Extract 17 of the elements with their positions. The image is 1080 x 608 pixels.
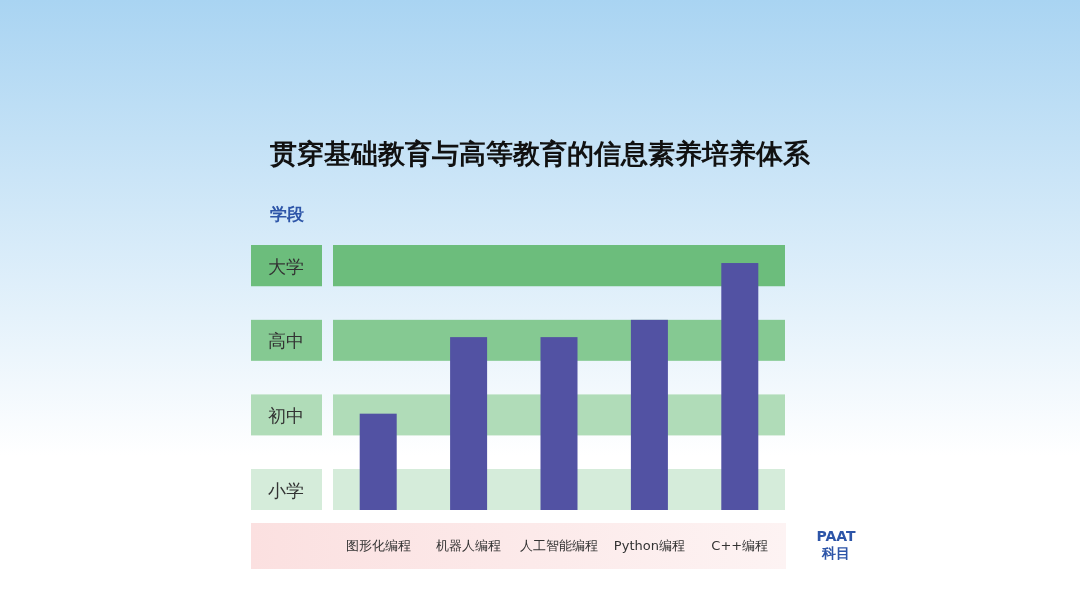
- bar: [630, 319, 668, 510]
- bar: [540, 337, 578, 510]
- x-tick-label: 人工智能编程: [520, 538, 598, 553]
- band-label: 大学: [268, 255, 304, 277]
- bar: [721, 263, 759, 510]
- band-label: 高中: [268, 330, 304, 352]
- bar: [359, 413, 397, 510]
- x-tick-label: 机器人编程: [436, 538, 502, 553]
- x-axis-title: PAAT 科目: [816, 528, 856, 561]
- bar: [450, 337, 488, 510]
- band-label: 小学: [268, 479, 304, 501]
- chart-title: 贯穿基础教育与高等教育的信息素养培养体系: [269, 138, 811, 169]
- x-tick-label: C++编程: [711, 538, 769, 553]
- x-tick-label: 图形化编程: [345, 538, 411, 553]
- x-tick-label: Python编程: [613, 538, 685, 553]
- y-axis-title: 学段: [270, 204, 305, 224]
- band-label: 初中: [268, 404, 304, 426]
